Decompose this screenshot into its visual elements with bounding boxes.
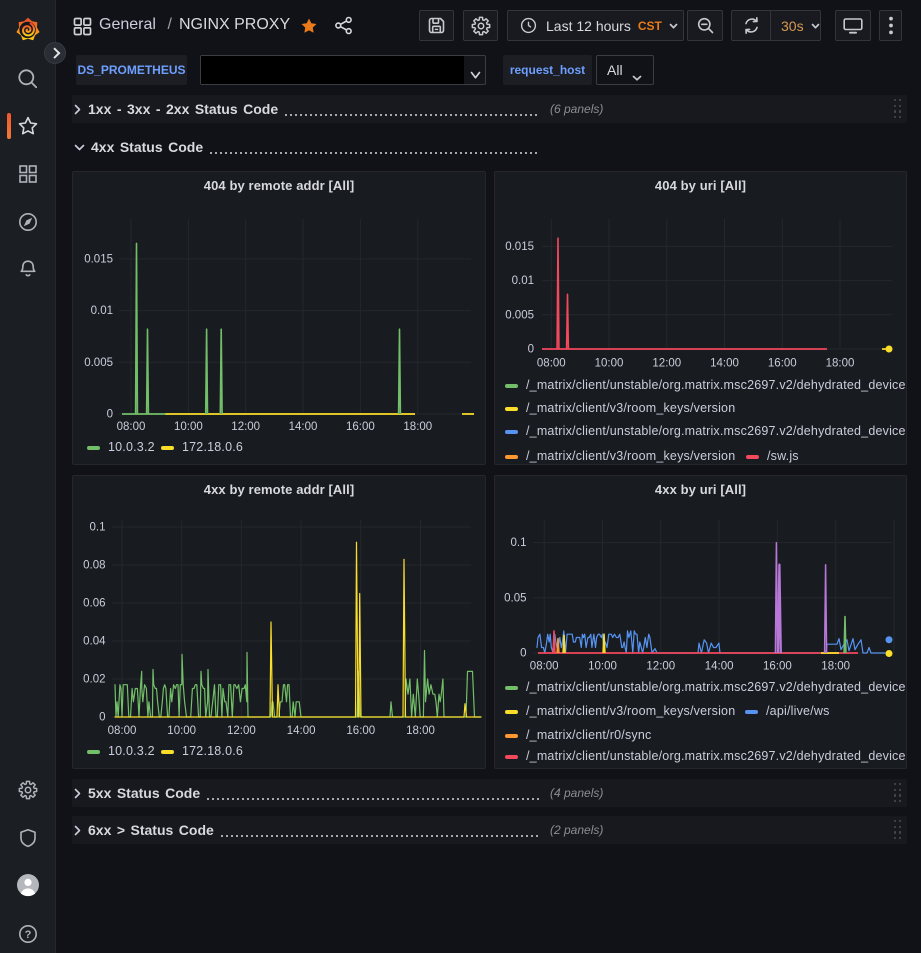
svg-text:14:00: 14:00 (287, 725, 316, 737)
svg-text:0.015: 0.015 (505, 241, 534, 253)
svg-text:12:00: 12:00 (227, 725, 256, 737)
svg-text:16:00: 16:00 (768, 358, 797, 370)
svg-text:0.005: 0.005 (505, 309, 534, 321)
svg-text:08:00: 08:00 (537, 358, 566, 370)
svg-text:18:00: 18:00 (406, 725, 435, 737)
svg-text:0.01: 0.01 (512, 275, 534, 287)
svg-text:0: 0 (520, 648, 526, 660)
svg-text:0: 0 (99, 712, 105, 724)
svg-text:12:00: 12:00 (231, 421, 260, 433)
svg-text:12:00: 12:00 (646, 661, 675, 673)
svg-text:0: 0 (107, 409, 113, 421)
svg-text:18:00: 18:00 (403, 421, 432, 433)
svg-text:10:00: 10:00 (588, 661, 617, 673)
svg-text:10:00: 10:00 (595, 358, 624, 370)
svg-text:08:00: 08:00 (117, 421, 146, 433)
svg-text:14:00: 14:00 (705, 661, 734, 673)
svg-text:0.02: 0.02 (83, 674, 105, 686)
svg-text:?: ? (25, 929, 32, 941)
svg-text:08:00: 08:00 (530, 661, 559, 673)
svg-text:0.06: 0.06 (83, 598, 105, 610)
svg-text:14:00: 14:00 (710, 358, 739, 370)
svg-text:16:00: 16:00 (763, 661, 792, 673)
svg-text:0: 0 (528, 344, 534, 356)
svg-text:0.1: 0.1 (511, 537, 527, 549)
svg-text:08:00: 08:00 (108, 725, 137, 737)
svg-text:0.05: 0.05 (504, 592, 526, 604)
svg-text:10:00: 10:00 (174, 421, 203, 433)
svg-text:16:00: 16:00 (346, 725, 375, 737)
svg-text:18:00: 18:00 (826, 358, 855, 370)
svg-text:0.005: 0.005 (84, 357, 113, 369)
svg-text:0.015: 0.015 (84, 253, 113, 265)
svg-text:0.04: 0.04 (83, 636, 106, 648)
svg-text:10:00: 10:00 (167, 725, 196, 737)
svg-text:16:00: 16:00 (346, 421, 375, 433)
svg-text:18:00: 18:00 (821, 661, 850, 673)
svg-text:0.01: 0.01 (91, 305, 113, 317)
svg-text:0.08: 0.08 (83, 560, 105, 572)
svg-text:14:00: 14:00 (289, 421, 318, 433)
svg-text:0.1: 0.1 (90, 522, 106, 534)
svg-text:12:00: 12:00 (652, 358, 681, 370)
